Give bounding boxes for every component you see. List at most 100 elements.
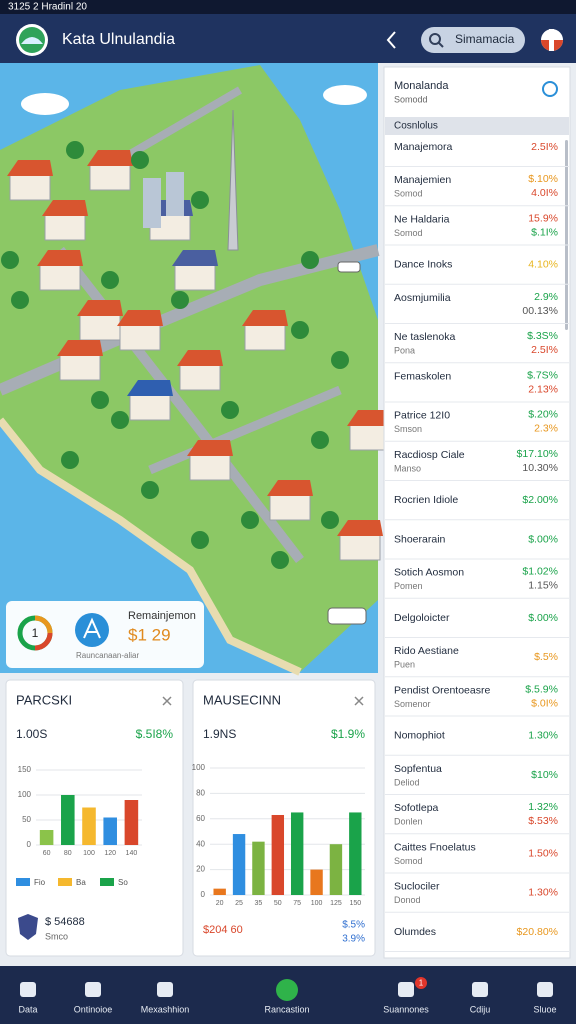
card-title: PARCSKI (16, 692, 72, 707)
close-button[interactable] (354, 696, 364, 706)
bottom-nav: Data Ontinoioe Mexashhion Rancastion Suannon… (0, 966, 576, 1024)
legend-swatch (58, 878, 72, 886)
row-value: 1.32% (528, 801, 558, 813)
legend-swatch (100, 878, 114, 886)
row-name: Ne taslenoka (394, 331, 455, 343)
search-box[interactable] (421, 27, 525, 53)
row-value: $.3S% (527, 330, 558, 342)
row-sub: Somod (394, 228, 423, 238)
building (349, 423, 391, 451)
row-value: 4.0I% (531, 187, 558, 199)
row-value: $.00% (528, 612, 558, 624)
roof (242, 310, 288, 326)
row-sub: Donlen (394, 817, 423, 827)
nav-icon (398, 982, 414, 997)
list-card (383, 66, 571, 959)
bar (310, 869, 323, 895)
building (269, 493, 311, 521)
building (174, 263, 216, 291)
tree (301, 251, 319, 269)
nav-label[interactable]: Cdiju (470, 1004, 491, 1014)
y-tick-label: 100 (18, 790, 32, 799)
row-value: $.7S% (527, 369, 558, 381)
tree (11, 291, 29, 309)
x-tick-label: 80 (64, 850, 72, 857)
tree (321, 511, 339, 529)
row-value: $1.02% (522, 566, 558, 578)
x-tick-label: 25 (235, 900, 243, 907)
donut-segment (34, 632, 53, 651)
row-value: 2.3% (534, 423, 558, 435)
footer-icon (18, 914, 38, 940)
y-tick-label: 100 (192, 763, 206, 772)
nav-label[interactable]: Data (18, 1004, 37, 1014)
tower (227, 109, 239, 251)
roof (117, 310, 163, 326)
roof (87, 150, 133, 166)
y-tick-label: 80 (196, 789, 205, 798)
row-sub: Pona (394, 346, 415, 356)
building (79, 313, 121, 341)
section-header (385, 117, 569, 135)
row-value: 10.30% (522, 462, 558, 474)
nav-label[interactable]: Mexashhion (141, 1004, 190, 1014)
x-tick-label: 125 (330, 900, 342, 907)
row-name: Caittes Fnoelatus (394, 841, 476, 853)
y-tick-label: 150 (18, 765, 32, 774)
building (59, 353, 101, 381)
tree (101, 271, 119, 289)
bar (82, 807, 96, 845)
legend-label: Fio (34, 878, 46, 887)
building (44, 213, 86, 241)
x-tick-label: 150 (349, 900, 361, 907)
x-tick-label: 100 (311, 900, 323, 907)
tree (241, 511, 259, 529)
building (179, 363, 221, 391)
bar (213, 888, 226, 895)
nav-icon (157, 982, 173, 997)
x-tick-label: 100 (83, 850, 95, 857)
row-sub: Somod (394, 856, 423, 866)
logo-mark (21, 37, 43, 44)
footer-change: 3.9% (342, 934, 365, 945)
x-tick-label: 60 (43, 850, 51, 857)
road (148, 385, 342, 475)
y-tick-label: 0 (27, 840, 32, 849)
row-name: Rocrien Idiole (394, 494, 458, 506)
row-sub: Pomen (394, 581, 423, 591)
status-text: 3125 2 Hradinl 20 (8, 2, 87, 13)
row-name: Manajemien (394, 174, 451, 186)
row-value: 4.10% (528, 259, 558, 271)
nav-label[interactable]: Suannones (383, 1004, 429, 1014)
row-value: $.5% (534, 651, 558, 663)
row-name: Olumdes (394, 926, 436, 938)
nav-icon (85, 982, 101, 997)
row-sub: Somenor (394, 699, 431, 709)
row-value: $.10% (528, 173, 558, 185)
tree (331, 351, 349, 369)
row-value: 1.30% (528, 730, 558, 742)
nav-label[interactable]: Sluoe (533, 1004, 556, 1014)
tree (1, 251, 19, 269)
nav-icon-active (276, 979, 298, 1001)
list-panel: Monalanda Somodd Cosnlolus Manajemora 2.5I% M… (383, 66, 571, 959)
legend-swatch (16, 878, 30, 886)
row-name: Dance Inoks (394, 259, 452, 271)
row-sub: Deliod (394, 777, 420, 787)
refresh-button[interactable] (542, 81, 558, 97)
back-button[interactable] (386, 31, 396, 49)
nav-icon (472, 982, 488, 997)
footer-change: $.5% (342, 920, 365, 931)
nav-label[interactable]: Rancastion (264, 1004, 309, 1014)
card-change: $.5I8% (136, 727, 174, 741)
map-card-value: $1 29 (128, 625, 171, 644)
close-button[interactable] (162, 696, 172, 706)
roof (177, 350, 223, 366)
city-map[interactable] (0, 63, 393, 676)
map-card-caption: Rauncanaan-aliar (76, 651, 139, 660)
nav-label[interactable]: Ontinoioe (74, 1004, 113, 1014)
building (119, 323, 161, 351)
row-name: Manajemora (394, 141, 453, 153)
building (339, 533, 381, 561)
roof (7, 160, 53, 176)
